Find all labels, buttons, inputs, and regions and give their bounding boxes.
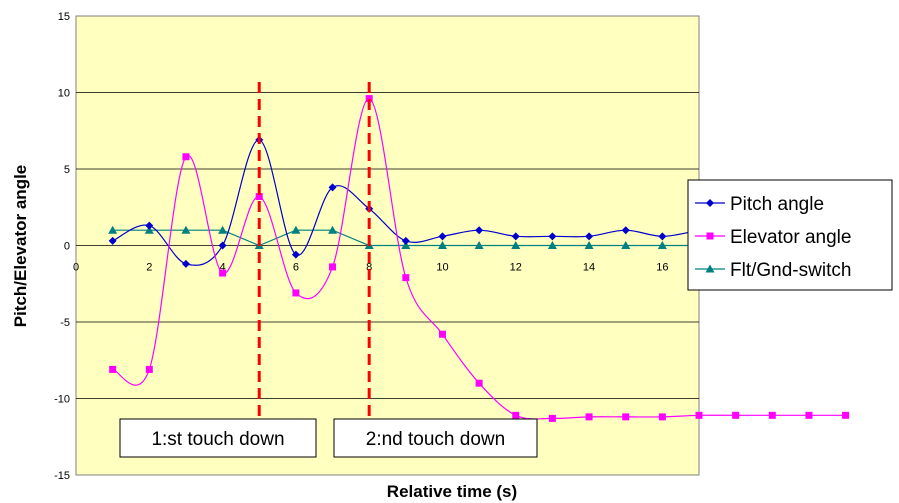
x-tick-label: 4 [220, 262, 226, 274]
y-axis-title: Pitch/Elevator angle [11, 165, 30, 328]
data-point-pitch-angle [475, 226, 484, 235]
data-point-elevator-angle [475, 379, 483, 387]
data-point-flt-gnd-switch [584, 241, 594, 249]
legend: Pitch angle Elevator angle Flt/Gnd-switch [687, 179, 893, 291]
y-tick-label: 0 [64, 241, 70, 253]
data-point-pitch-angle [511, 232, 520, 241]
data-point-flt-gnd-switch [511, 241, 521, 249]
y-tick-label: -15 [54, 470, 70, 482]
data-point-flt-gnd-switch [218, 225, 228, 234]
data-point-pitch-angle [145, 221, 154, 230]
x-tick-label: 14 [583, 262, 595, 274]
data-point-elevator-angle [658, 413, 666, 421]
data-point-elevator-angle [145, 365, 153, 373]
x-tick-label: 12 [510, 262, 522, 274]
data-point-elevator-angle [255, 193, 263, 201]
data-point-flt-gnd-switch [144, 225, 154, 234]
data-point-flt-gnd-switch [181, 225, 191, 234]
y-tick-label: -10 [54, 394, 70, 406]
x-tick-label: 2 [146, 262, 152, 274]
data-point-elevator-angle [805, 411, 813, 419]
data-point-elevator-angle [768, 411, 776, 419]
x-tick-label: 8 [366, 262, 372, 274]
data-point-elevator-angle [512, 411, 520, 419]
data-point-elevator-angle [438, 330, 446, 338]
data-point-flt-gnd-switch [437, 241, 447, 249]
data-point-pitch-angle [621, 226, 630, 235]
data-point-elevator-angle [548, 414, 556, 422]
data-point-elevator-angle [842, 411, 850, 419]
legend-marker [706, 232, 714, 240]
data-point-pitch-angle [438, 232, 447, 241]
data-point-pitch-angle [585, 232, 594, 241]
data-point-pitch-angle [218, 241, 227, 250]
legend-marker [706, 199, 714, 207]
annotation-label: 2:nd touch down [366, 429, 505, 450]
data-point-pitch-angle [291, 250, 300, 259]
data-point-elevator-angle [585, 413, 593, 421]
x-axis-title: Relative time (s) [387, 482, 517, 501]
data-point-elevator-angle [292, 289, 300, 297]
data-point-flt-gnd-switch [328, 225, 338, 234]
annotation-box [119, 418, 317, 458]
data-point-elevator-angle [732, 411, 740, 419]
annotation-label: 1:st touch down [151, 429, 284, 450]
x-tick-label: 0 [73, 262, 79, 274]
data-point-elevator-angle [109, 365, 117, 373]
data-point-flt-gnd-switch [401, 241, 411, 249]
data-point-elevator-angle [402, 274, 410, 282]
legend-label: Pitch angle [730, 194, 824, 215]
data-point-flt-gnd-switch [108, 225, 118, 234]
data-point-pitch-angle [328, 183, 337, 192]
data-point-pitch-angle [658, 232, 667, 241]
data-point-flt-gnd-switch [621, 241, 631, 249]
x-tick-label: 16 [656, 262, 668, 274]
y-tick-label: 15 [58, 11, 70, 23]
data-point-pitch-angle [108, 236, 117, 245]
data-point-flt-gnd-switch [547, 241, 557, 249]
annotation-box [333, 418, 538, 458]
y-tick-label: 10 [58, 88, 70, 100]
data-point-pitch-angle [401, 236, 410, 245]
y-tick-label: 5 [64, 164, 70, 176]
data-point-flt-gnd-switch [291, 225, 301, 234]
data-point-elevator-angle [622, 413, 630, 421]
data-point-pitch-angle [548, 232, 557, 241]
data-point-elevator-angle [329, 263, 337, 271]
legend-marker [705, 264, 715, 273]
data-point-pitch-angle [181, 259, 190, 268]
legend-label: Flt/Gnd-switch [730, 260, 851, 281]
y-tick-label: -5 [60, 317, 70, 329]
data-point-elevator-angle [695, 411, 703, 419]
data-point-elevator-angle [182, 153, 190, 161]
data-point-flt-gnd-switch [657, 241, 667, 249]
x-tick-label: 10 [436, 262, 448, 274]
data-point-flt-gnd-switch [474, 241, 484, 249]
x-tick-label: 6 [293, 262, 299, 274]
data-point-elevator-angle [365, 95, 373, 103]
legend-label: Elevator angle [730, 227, 851, 248]
data-point-elevator-angle [219, 269, 227, 277]
legend-box [687, 179, 893, 291]
